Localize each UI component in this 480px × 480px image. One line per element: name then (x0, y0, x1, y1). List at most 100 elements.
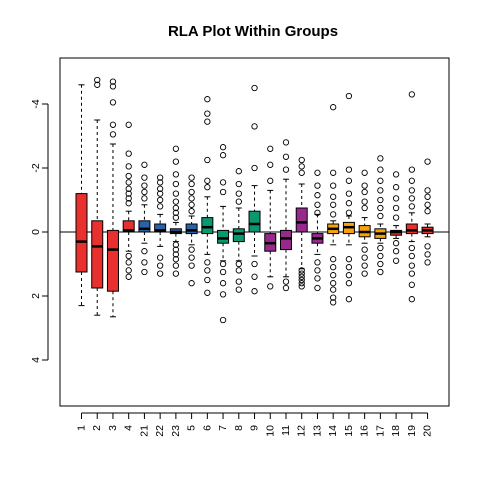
outlier-point (392, 195, 400, 202)
outlier-point (282, 278, 290, 285)
outlier-point (94, 76, 101, 84)
outlier-point (235, 190, 242, 197)
x-tick-label: 4 (123, 425, 135, 431)
x-tick-label: 6 (201, 425, 213, 431)
outlier-point (361, 182, 368, 189)
outlier-point (424, 259, 431, 266)
outlier-point (314, 259, 321, 266)
outlier-point (219, 316, 227, 324)
outlier-point (156, 262, 164, 269)
outlier-point (377, 252, 384, 260)
outlier-point (282, 153, 290, 160)
outlier-point (282, 166, 290, 173)
outlier-point (125, 252, 132, 260)
outlier-point (109, 78, 117, 85)
outlier-point (314, 284, 321, 292)
outlier-point (188, 201, 195, 208)
outlier-point (408, 203, 415, 210)
box (91, 220, 104, 289)
outlier-point (345, 92, 353, 100)
box (154, 223, 167, 233)
x-tick-label: 3 (107, 425, 119, 431)
outlier-point (377, 244, 384, 252)
outlier-point (361, 270, 368, 277)
outlier-point (251, 84, 258, 92)
x-tick-label: 8 (233, 425, 245, 431)
x-tick-label: 5 (186, 425, 198, 431)
outlier-point (314, 201, 321, 208)
outlier-point (172, 145, 180, 152)
outlier-point (424, 193, 431, 200)
outlier-point (361, 262, 368, 269)
outlier-point (172, 204, 180, 212)
outlier-point (235, 286, 242, 293)
outlier-point (219, 188, 227, 196)
outlier-point (377, 196, 384, 204)
outlier-point (408, 91, 415, 98)
outlier-point (109, 121, 117, 128)
x-tick-label: 7 (217, 425, 229, 431)
outlier-point (156, 174, 164, 181)
outlier-point (172, 262, 180, 269)
outlier-point (330, 256, 337, 263)
outlier-point (235, 260, 242, 268)
outlier-point (314, 192, 321, 199)
x-tick-label: 20 (422, 425, 434, 437)
outlier-point (172, 158, 180, 165)
outlier-point (141, 248, 148, 255)
outlier-point (204, 289, 211, 296)
box (295, 207, 308, 233)
outlier-point (141, 161, 148, 168)
outlier-point (156, 179, 164, 186)
outlier-point (219, 152, 227, 159)
outlier-point (330, 211, 337, 218)
outlier-point (125, 179, 132, 186)
outlier-point (219, 144, 227, 151)
outlier-point (125, 259, 132, 266)
outlier-point (361, 169, 368, 176)
outlier-point (219, 268, 227, 276)
outlier-point (156, 185, 164, 192)
x-tick-label: 12 (296, 425, 308, 437)
outlier-point (298, 163, 305, 170)
outlier-point (330, 294, 337, 301)
x-tick-label: 11 (280, 425, 292, 436)
outlier-point (392, 257, 400, 264)
outlier-point (408, 281, 415, 288)
y-tick-label: 2 (30, 293, 42, 299)
outlier-point (141, 195, 148, 202)
x-tick-label: 19 (406, 425, 418, 437)
outlier-point (125, 150, 132, 157)
outlier-point (251, 288, 258, 295)
outlier-point (330, 201, 337, 208)
outlier-point (141, 188, 148, 196)
outlier-point (408, 177, 415, 184)
x-tick-label: 10 (264, 425, 276, 437)
y-tick-label: 0 (30, 229, 42, 235)
outlier-point (251, 260, 258, 268)
outlier-point (204, 177, 211, 184)
outlier-point (345, 190, 353, 197)
box (405, 223, 418, 235)
y-tick-label: -2 (30, 163, 42, 172)
box (106, 229, 119, 292)
outlier-point (204, 267, 211, 274)
outlier-point (109, 99, 117, 106)
outlier-point (94, 81, 101, 88)
outlier-point (219, 260, 227, 268)
outlier-point (172, 190, 180, 197)
outlier-point (125, 190, 132, 197)
box (138, 220, 151, 233)
outlier-point (408, 187, 415, 194)
outlier-point (188, 208, 195, 215)
box (248, 210, 261, 233)
outlier-point (377, 212, 384, 220)
outlier-point (204, 259, 211, 266)
outlier-point (298, 169, 305, 176)
outlier-point (345, 177, 353, 184)
outlier-point (156, 270, 164, 277)
x-tick-label: 23 (170, 425, 182, 437)
outlier-point (172, 270, 180, 277)
outlier-point (188, 174, 195, 181)
